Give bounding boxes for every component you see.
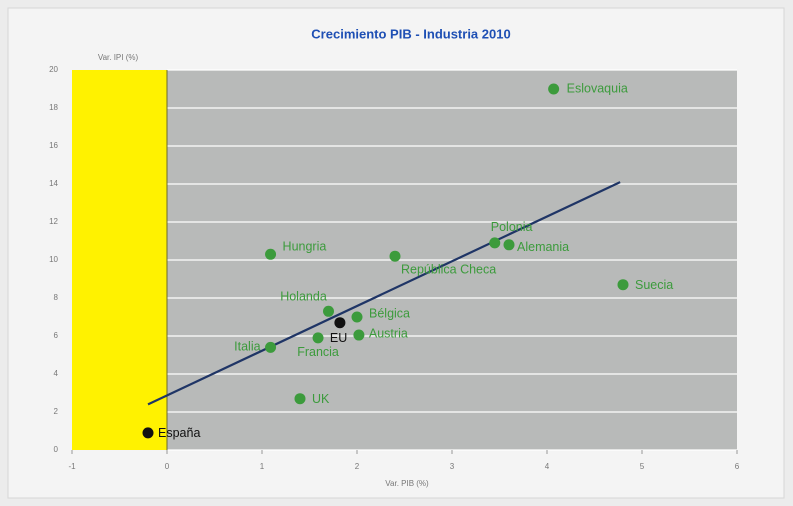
point [142,427,154,439]
x-tick-label: 2 [355,462,360,471]
y-tick-label: 14 [49,179,58,188]
x-tick-label: -1 [68,462,76,471]
point-label: Holanda [280,290,327,304]
point-label: Francia [297,345,339,359]
y-tick-label: 16 [49,141,58,150]
point-label: Suecia [635,278,673,292]
point-label: Alemania [517,240,569,254]
point-label: España [158,426,200,440]
point-label: Polonia [491,220,533,234]
x-tick-label: 5 [640,462,645,471]
y-tick-label: 20 [49,65,58,74]
y-tick-label: 0 [54,445,59,454]
point [389,250,401,262]
point [312,332,324,344]
highlight-band [72,70,167,450]
point-label: República Checa [401,262,496,276]
point [617,279,629,291]
y-tick-label: 8 [54,293,59,302]
x-axis-label: Var. PIB (%) [385,479,429,488]
point-label: Hungria [283,240,327,254]
y-tick-label: 6 [54,331,59,340]
y-tick-label: 12 [49,217,58,226]
point [294,393,306,405]
point-label: Eslovaquia [567,81,628,95]
point-label: Italia [234,340,260,354]
point [503,239,515,251]
point [548,83,560,95]
point [265,341,277,353]
point [334,317,346,329]
point-label: Austria [369,326,408,340]
y-axis-label: Var. IPI (%) [98,53,139,62]
x-tick-label: 6 [735,462,740,471]
point [489,237,501,249]
y-tick-label: 2 [54,407,59,416]
point-label: EU [330,331,347,345]
point-label: Bélgica [369,306,410,320]
y-tick-label: 4 [54,369,59,378]
trend-line [147,181,621,406]
y-tick-label: 10 [49,255,58,264]
point [353,329,365,341]
point [351,311,363,323]
x-tick-label: 3 [450,462,455,471]
point [323,305,334,317]
point [265,248,277,260]
x-tick-label: 4 [545,462,550,471]
chart-title: Crecimiento PIB - Industria 2010 [311,26,510,41]
point-label: UK [312,392,330,406]
x-tick-label: 0 [165,462,170,471]
x-tick-label: 1 [260,462,265,471]
y-tick-label: 18 [49,103,58,112]
